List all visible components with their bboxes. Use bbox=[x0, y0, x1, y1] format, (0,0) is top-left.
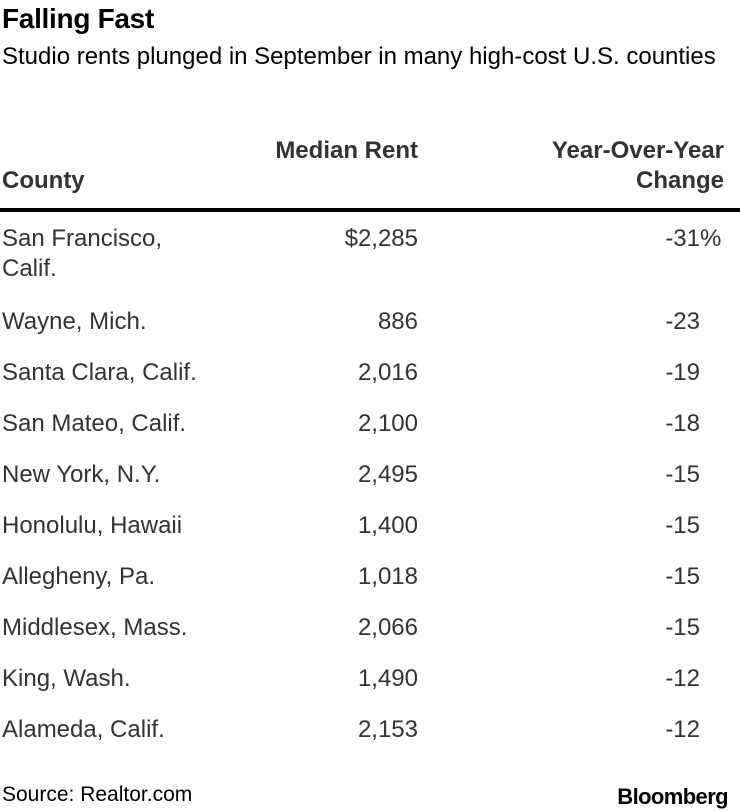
yoy-change-value: -23 bbox=[665, 308, 700, 335]
yoy-change-cell: -15 bbox=[580, 460, 700, 490]
yoy-change-value: -18 bbox=[665, 410, 700, 437]
chart-subtitle: Studio rents plunged in September in man… bbox=[2, 43, 716, 70]
yoy-change-cell: -19 bbox=[580, 358, 700, 388]
yoy-change-value: -31 bbox=[665, 225, 700, 252]
column-header-yoy-change: Year-Over-Year Change bbox=[551, 137, 724, 194]
median-rent-cell: 1,018 bbox=[357, 563, 418, 590]
county-cell: San Mateo, Calif. bbox=[2, 410, 187, 437]
header-divider bbox=[0, 208, 740, 212]
county-cell: Santa Clara, Calif. bbox=[2, 359, 197, 386]
median-rent-cell: $2,285 bbox=[344, 225, 418, 252]
yoy-change-cell: -18 bbox=[580, 409, 700, 439]
table-row: San Francisco, Calif. $2,285 -31% bbox=[0, 222, 740, 305]
yoy-change-value: -15 bbox=[665, 614, 700, 641]
yoy-change-cell: -23 bbox=[580, 307, 700, 337]
yoy-change-value: -15 bbox=[665, 512, 700, 539]
yoy-change-cell: -12 bbox=[580, 715, 700, 745]
yoy-change-cell: -15 bbox=[580, 613, 700, 643]
table-row: San Mateo, Calif. 2,100 -18 bbox=[0, 407, 740, 458]
county-cell: Wayne, Mich. bbox=[2, 308, 147, 335]
county-cell: Allegheny, Pa. bbox=[2, 563, 155, 590]
county-cell: King, Wash. bbox=[2, 665, 131, 692]
table-row: Middlesex, Mass. 2,066 -15 bbox=[0, 611, 740, 662]
column-header-county: County bbox=[2, 167, 85, 194]
column-header-median-rent: Median Rent bbox=[275, 137, 418, 164]
county-cell: New York, N.Y. bbox=[2, 461, 161, 488]
median-rent-cell: 2,100 bbox=[357, 410, 418, 437]
county-cell: San Francisco, Calif. bbox=[2, 225, 163, 282]
chart-title: Falling Fast bbox=[2, 3, 154, 34]
table-header: County Median Rent Year-Over-Year Change bbox=[0, 136, 740, 208]
county-cell: Alameda, Calif. bbox=[2, 716, 165, 743]
county-cell: Middlesex, Mass. bbox=[2, 614, 188, 641]
median-rent-cell: 2,016 bbox=[357, 359, 418, 386]
yoy-change-value: -12 bbox=[665, 665, 700, 692]
table-row: Allegheny, Pa. 1,018 -15 bbox=[0, 560, 740, 611]
table-body: San Francisco, Calif. $2,285 -31% Wayne, Mi… bbox=[0, 222, 740, 764]
table-row: Honolulu, Hawaii 1,400 -15 bbox=[0, 509, 740, 560]
yoy-change-value: -15 bbox=[665, 563, 700, 590]
yoy-change-value: -12 bbox=[665, 716, 700, 743]
median-rent-cell: 886 bbox=[377, 308, 418, 335]
table-row: King, Wash. 1,490 -12 bbox=[0, 662, 740, 713]
table-row: Alameda, Calif. 2,153 -12 bbox=[0, 713, 740, 764]
median-rent-cell: 1,490 bbox=[357, 665, 418, 692]
yoy-change-value: -19 bbox=[665, 359, 700, 386]
median-rent-cell: 1,400 bbox=[357, 512, 418, 539]
yoy-change-cell: -31% bbox=[580, 224, 721, 254]
source-note: Source: Realtor.com bbox=[2, 783, 193, 806]
yoy-change-value: -15 bbox=[665, 461, 700, 488]
county-cell: Honolulu, Hawaii bbox=[2, 512, 183, 539]
median-rent-cell: 2,153 bbox=[357, 716, 418, 743]
yoy-change-cell: -15 bbox=[580, 562, 700, 592]
table-row: New York, N.Y. 2,495 -15 bbox=[0, 458, 740, 509]
percent-sign: % bbox=[700, 225, 722, 252]
bloomberg-logo: Bloomberg bbox=[617, 784, 728, 809]
median-rent-cell: 2,066 bbox=[357, 614, 418, 641]
yoy-change-cell: -15 bbox=[580, 511, 700, 541]
median-rent-cell: 2,495 bbox=[357, 461, 418, 488]
table-row: Wayne, Mich. 886 -23 bbox=[0, 305, 740, 356]
yoy-change-cell: -12 bbox=[580, 664, 700, 694]
table-row: Santa Clara, Calif. 2,016 -19 bbox=[0, 356, 740, 407]
